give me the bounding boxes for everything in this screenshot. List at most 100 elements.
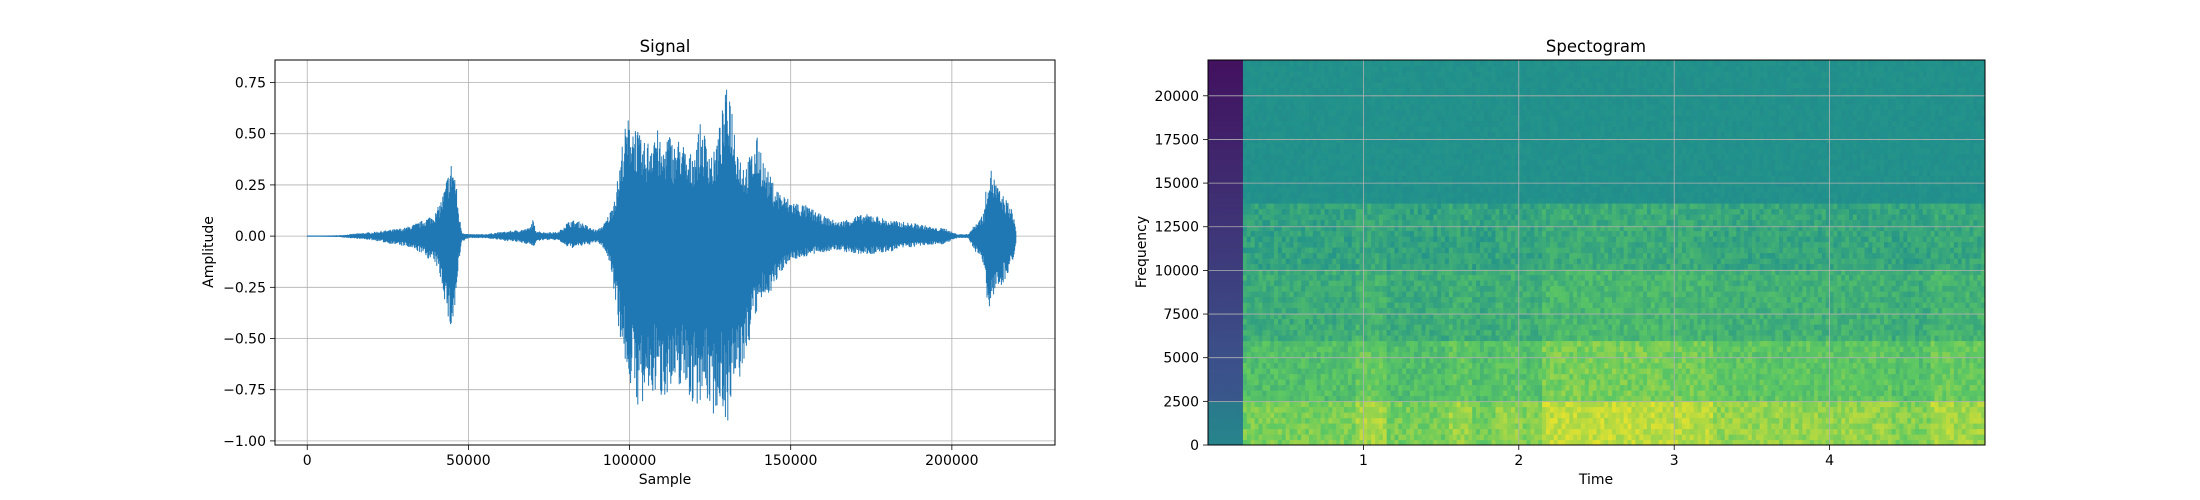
spectrogram-cell	[1274, 137, 1279, 144]
spectrogram-cell	[1250, 192, 1256, 199]
spectrogram-cell	[1382, 307, 1388, 314]
spectrogram-cell	[1398, 406, 1403, 413]
spectrogram-cell	[1312, 104, 1318, 111]
spectrogram-cell	[1402, 82, 1407, 89]
spectrogram-cell	[1242, 164, 1248, 171]
spectrogram-cell	[1266, 346, 1271, 353]
spectrogram-cell	[1324, 137, 1330, 144]
spectrogram-cell	[1239, 313, 1244, 320]
spectrogram-cell	[1441, 87, 1446, 94]
spectrogram-cell	[1262, 324, 1267, 331]
spectrogram-cell	[1421, 412, 1427, 419]
spectrogram-cell	[1270, 384, 1275, 391]
spectrogram-cell	[1441, 247, 1446, 254]
spectrogram-cell	[1293, 291, 1298, 298]
spectrogram-cell	[1328, 115, 1333, 122]
spectrogram-cell	[1285, 82, 1291, 89]
spectrogram-cell	[1281, 225, 1287, 232]
spectrogram-cell	[1208, 148, 1213, 155]
spectrogram-cell	[1285, 60, 1291, 67]
spectrogram-cell	[1417, 230, 1423, 237]
spectrogram-cell	[1390, 296, 1396, 303]
spectrogram-cell	[1297, 131, 1302, 138]
spectrogram-cell	[1215, 175, 1221, 182]
spectrogram-cell	[1316, 412, 1322, 419]
spectrogram-cell	[1297, 159, 1302, 166]
spectrogram-cell	[1479, 340, 1485, 347]
spectrogram-cell	[1227, 280, 1232, 287]
spectrogram-cell	[1324, 291, 1330, 298]
spectrogram-cell	[1324, 434, 1330, 441]
spectrogram-cell	[1266, 60, 1271, 67]
spectrogram-cell	[1270, 197, 1275, 204]
spectrogram-cell	[1382, 148, 1388, 155]
spectrogram-cell	[1285, 335, 1291, 342]
spectrogram-cell	[1347, 170, 1353, 177]
spectrogram-cell	[1343, 329, 1349, 336]
spectrogram-cell	[1437, 137, 1442, 144]
spectrogram-cell	[1410, 401, 1415, 408]
spectrogram-cell	[1359, 120, 1364, 127]
spectrogram-cell	[1309, 296, 1314, 303]
spectrogram-cell	[1355, 225, 1361, 232]
spectrogram-cell	[1309, 318, 1314, 325]
spectrogram-cell	[1208, 192, 1213, 199]
spectrogram-cell	[1250, 291, 1256, 298]
spectrogram-cell	[1289, 126, 1295, 133]
spectrogram-cell	[1262, 318, 1267, 325]
spectrogram-cell	[1293, 203, 1298, 210]
spectrogram-cell	[1262, 329, 1267, 336]
spectrogram-cell	[1258, 247, 1263, 254]
spectrogram-cell	[1250, 307, 1256, 314]
spectrogram-cell	[1250, 71, 1256, 78]
spectrogram-cell	[1444, 236, 1450, 243]
spectrogram-cell	[1277, 115, 1283, 122]
spectrogram-cell	[1479, 406, 1485, 413]
spectrogram-cell	[1215, 109, 1221, 116]
spectrogram-cell	[1410, 285, 1415, 292]
spectrogram-cell	[1479, 208, 1485, 215]
spectrogram-cell	[1468, 439, 1473, 445]
spectrogram-cell	[1468, 236, 1473, 243]
spectrogram-cell	[1324, 439, 1330, 445]
spectrogram-cell	[1219, 362, 1225, 369]
spectrogram-cell	[1297, 71, 1302, 78]
spectrogram-cell	[1378, 362, 1384, 369]
spectrogram-cell	[1410, 87, 1415, 94]
spectrogram-cell	[1246, 115, 1252, 122]
spectrogram-cell	[1324, 285, 1330, 292]
spectrogram-cell	[1340, 428, 1345, 435]
spectrogram-cell	[1382, 384, 1388, 391]
spectrogram-cell	[1476, 230, 1481, 237]
spectrogram-cell	[1297, 329, 1302, 336]
spectrogram-cell	[1332, 65, 1337, 72]
spectrogram-cell	[1347, 346, 1353, 353]
spectrogram-cell	[1293, 148, 1298, 155]
spectrogram-cell	[1231, 175, 1236, 182]
spectrogram-cell	[1246, 379, 1252, 386]
spectrogram-cell	[1320, 230, 1326, 237]
spectrogram-cell	[1398, 346, 1403, 353]
spectrogram-cell	[1293, 346, 1298, 353]
spectrogram-cell	[1394, 131, 1399, 138]
signal-y-tick-label: −0.75	[223, 383, 266, 399]
spectrogram-cell	[1262, 346, 1267, 353]
spectrogram-cell	[1347, 307, 1353, 314]
spectrogram-cell	[1227, 351, 1232, 358]
spectrogram-cell	[1386, 258, 1392, 265]
spectrogram-cell	[1316, 291, 1322, 298]
spectrogram-cell	[1351, 236, 1357, 243]
spectrogram-cell	[1394, 241, 1399, 248]
spectrogram-cell	[1246, 247, 1252, 254]
spectrogram-cell	[1456, 65, 1462, 72]
spectrogram-cell	[1460, 324, 1466, 331]
spectrogram-cell	[1223, 263, 1229, 270]
spectrogram-cell	[1231, 340, 1236, 347]
spectrogram-cell	[1246, 225, 1252, 232]
spectrogram-cell	[1456, 335, 1462, 342]
spectrogram-cell	[1208, 241, 1213, 248]
spectrogram-cell	[1425, 318, 1431, 325]
spectrogram-cell	[1394, 225, 1399, 232]
spectrogram-cell	[1378, 351, 1384, 358]
spectrogram-cell	[1429, 230, 1434, 237]
